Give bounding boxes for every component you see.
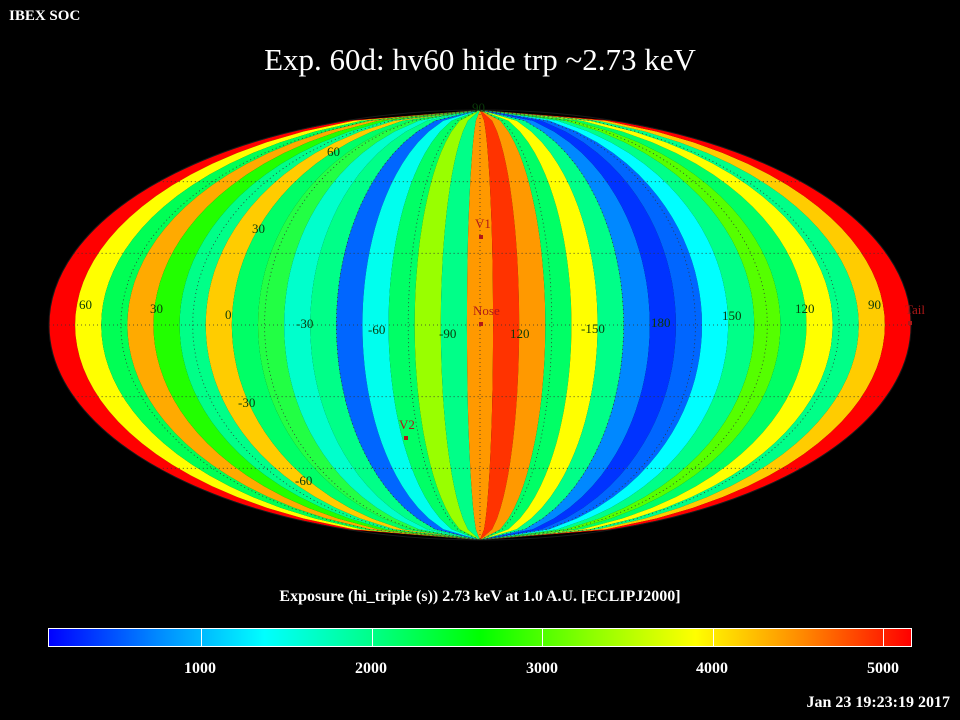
colorbar-tick (372, 629, 373, 646)
exposure-map (49, 110, 911, 540)
exposure-stripe (388, 110, 480, 540)
colorbar-tick (883, 629, 884, 646)
lon-label: 120 (795, 301, 815, 316)
colorbar-tick (201, 629, 202, 646)
colorbar-label: 1000 (184, 660, 216, 677)
exposure-stripe (310, 110, 480, 540)
colorbar-label: 3000 (526, 660, 558, 677)
lon-label: 120 (510, 326, 530, 341)
meridian-line (192, 110, 481, 540)
lat-label: -30 (238, 395, 255, 410)
lon-label: 30 (150, 301, 163, 316)
colorbar-tick (542, 629, 543, 646)
svg-text:Nose: Nose (473, 303, 500, 318)
pole-label: 90 (472, 100, 485, 115)
colorbar (48, 628, 912, 647)
lon-label: 90 (868, 297, 881, 312)
marker-v2: V2 (399, 417, 415, 440)
exposure-stripe (336, 110, 480, 540)
meridian-line (120, 110, 481, 540)
exposure-stripe (480, 110, 572, 540)
lat-label: -60 (295, 473, 312, 488)
corner-label: IBEX SOC (9, 8, 81, 24)
exposure-stripe (480, 110, 598, 540)
marker-tail: Tail (905, 302, 925, 325)
exposure-stripe (480, 110, 624, 540)
exposure-stripe (362, 110, 480, 540)
map-title: Exp. 60d: hv60 hide trp ~2.73 keV (264, 42, 696, 77)
svg-text:Tail: Tail (905, 302, 925, 317)
lon-label: -30 (296, 316, 313, 331)
lon-label: -150 (581, 321, 605, 336)
colorbar-tick (713, 629, 714, 646)
marker-nose: Nose (473, 303, 500, 326)
marker-v1: V1 (475, 216, 491, 239)
meridian-line (479, 110, 696, 540)
lat-label: 60 (327, 144, 340, 159)
lon-label: 180 (651, 315, 671, 330)
meridian-line (479, 110, 768, 540)
colorbar-label: 2000 (355, 660, 387, 677)
svg-text:V1: V1 (475, 216, 491, 231)
lon-label: 150 (722, 308, 742, 323)
exposure-stripe (440, 110, 480, 540)
sky-map: 60 30 -30 -60 90 60 30 0 -30 -60 -90 120… (48, 100, 925, 541)
svg-text:V2: V2 (399, 417, 415, 432)
exposure-stripe (414, 110, 480, 540)
lon-label: 60 (79, 297, 92, 312)
lat-label: 30 (252, 221, 265, 236)
exposure-stripe (480, 110, 520, 540)
lon-label: 0 (225, 307, 232, 322)
colorbar-label: 4000 (696, 660, 728, 677)
lon-label: -60 (368, 322, 385, 337)
colorbar-label: 5000 (867, 660, 899, 677)
lon-label: -90 (439, 326, 456, 341)
exposure-stripe (480, 110, 546, 540)
exposure-stripe (480, 110, 650, 540)
colorbar-title: Exposure (hi_triple (s)) 2.73 keV at 1.0… (279, 588, 681, 605)
timestamp: Jan 23 19:23:19 2017 (806, 694, 950, 711)
graticule (49, 110, 911, 540)
